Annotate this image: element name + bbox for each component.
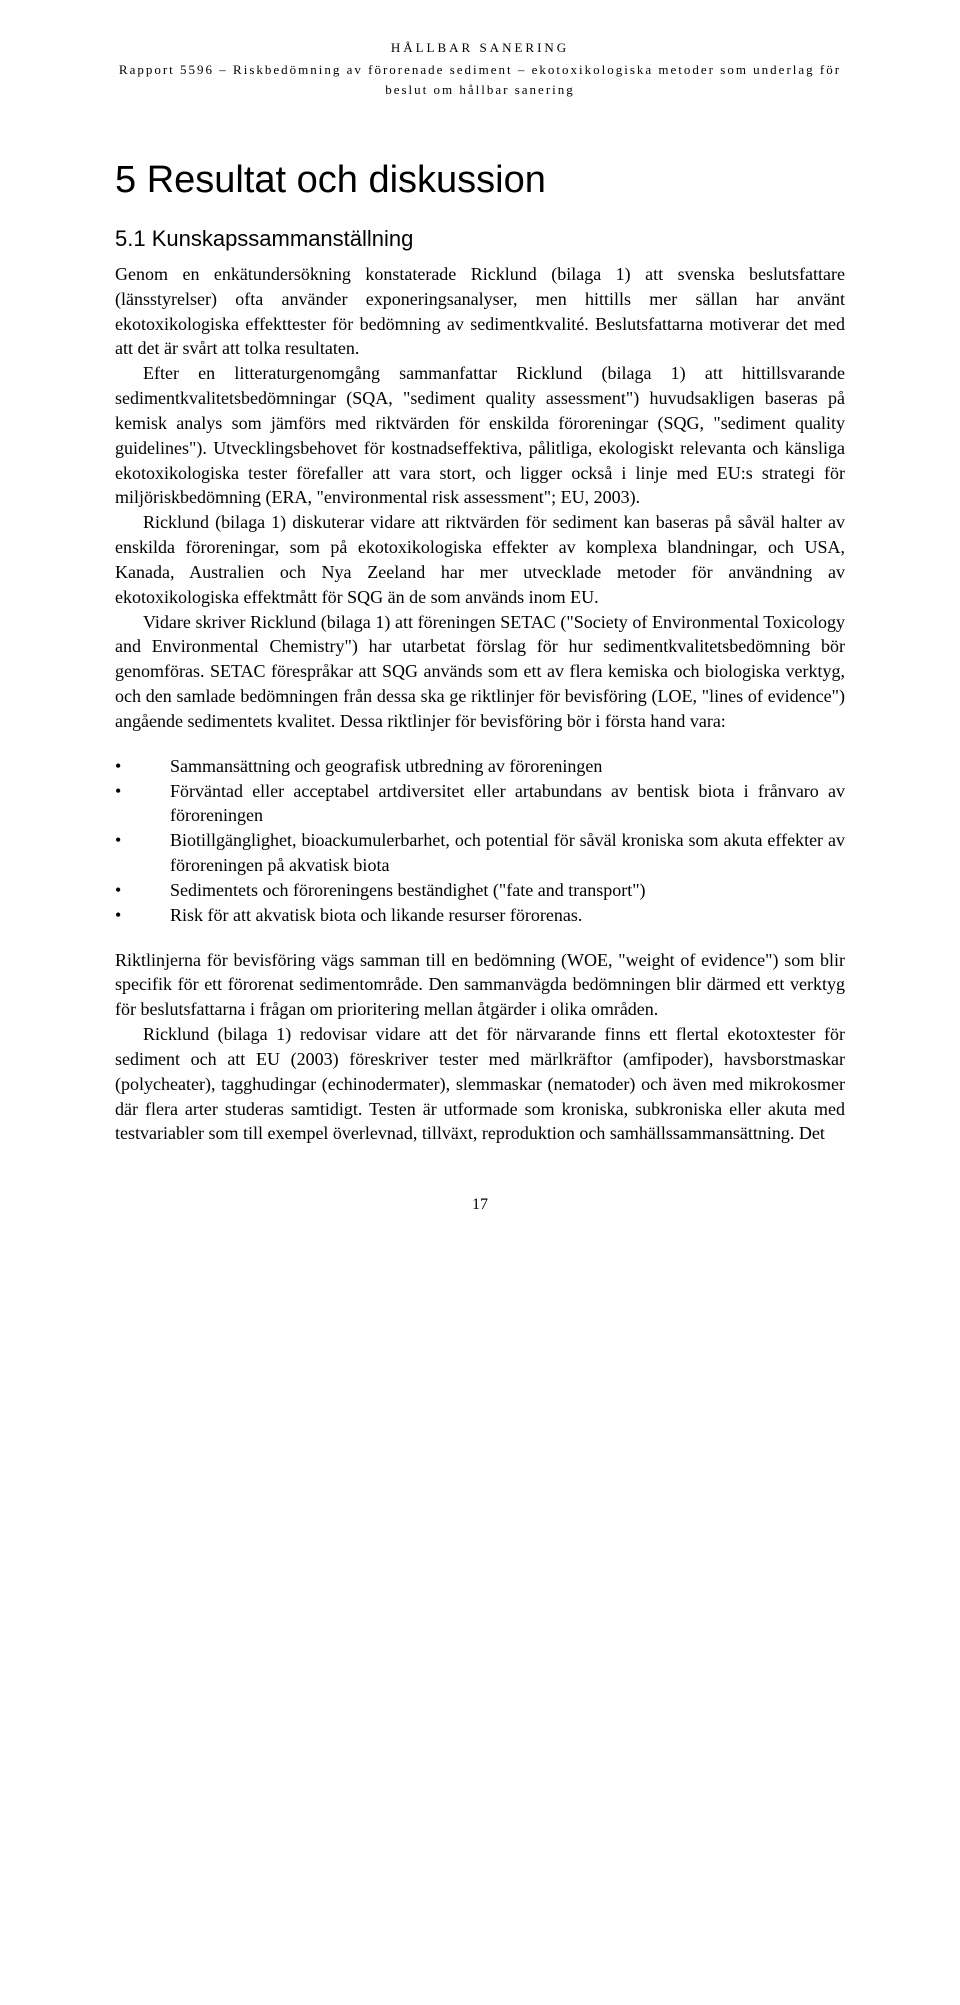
document-header: HÅLLBAR SANERING Rapport 5596 – Riskbedö… xyxy=(115,40,845,99)
paragraph-2: Efter en litteraturgenomgång sammanfatta… xyxy=(115,361,845,510)
header-title: HÅLLBAR SANERING xyxy=(115,40,845,56)
paragraph-block-2: Riktlinjerna för bevisföring vägs samman… xyxy=(115,948,845,1147)
bullet-list: Sammansättning och geografisk utbredning… xyxy=(115,754,845,928)
paragraph-block-1: Genom en enkätundersökning konstaterade … xyxy=(115,262,845,734)
chapter-title: 5 Resultat och diskussion xyxy=(115,159,845,202)
bullet-item-4: Sedimentets och föroreningens beständigh… xyxy=(115,878,845,903)
bullet-item-5: Risk för att akvatisk biota och likande … xyxy=(115,903,845,928)
paragraph-4: Vidare skriver Ricklund (bilaga 1) att f… xyxy=(115,610,845,734)
header-subtitle: Rapport 5596 – Riskbedömning av förorena… xyxy=(115,60,845,99)
bullet-item-3: Biotillgänglighet, bioackumulerbarhet, o… xyxy=(115,828,845,878)
section-title: 5.1 Kunskapssammanställning xyxy=(115,226,845,252)
paragraph-6: Ricklund (bilaga 1) redovisar vidare att… xyxy=(115,1022,845,1146)
bullet-item-2: Förväntad eller acceptabel artdiversitet… xyxy=(115,779,845,829)
paragraph-3: Ricklund (bilaga 1) diskuterar vidare at… xyxy=(115,510,845,609)
bullet-item-1: Sammansättning och geografisk utbredning… xyxy=(115,754,845,779)
paragraph-5: Riktlinjerna för bevisföring vägs samman… xyxy=(115,948,845,1022)
paragraph-1: Genom en enkätundersökning konstaterade … xyxy=(115,262,845,361)
page-number: 17 xyxy=(115,1196,845,1214)
